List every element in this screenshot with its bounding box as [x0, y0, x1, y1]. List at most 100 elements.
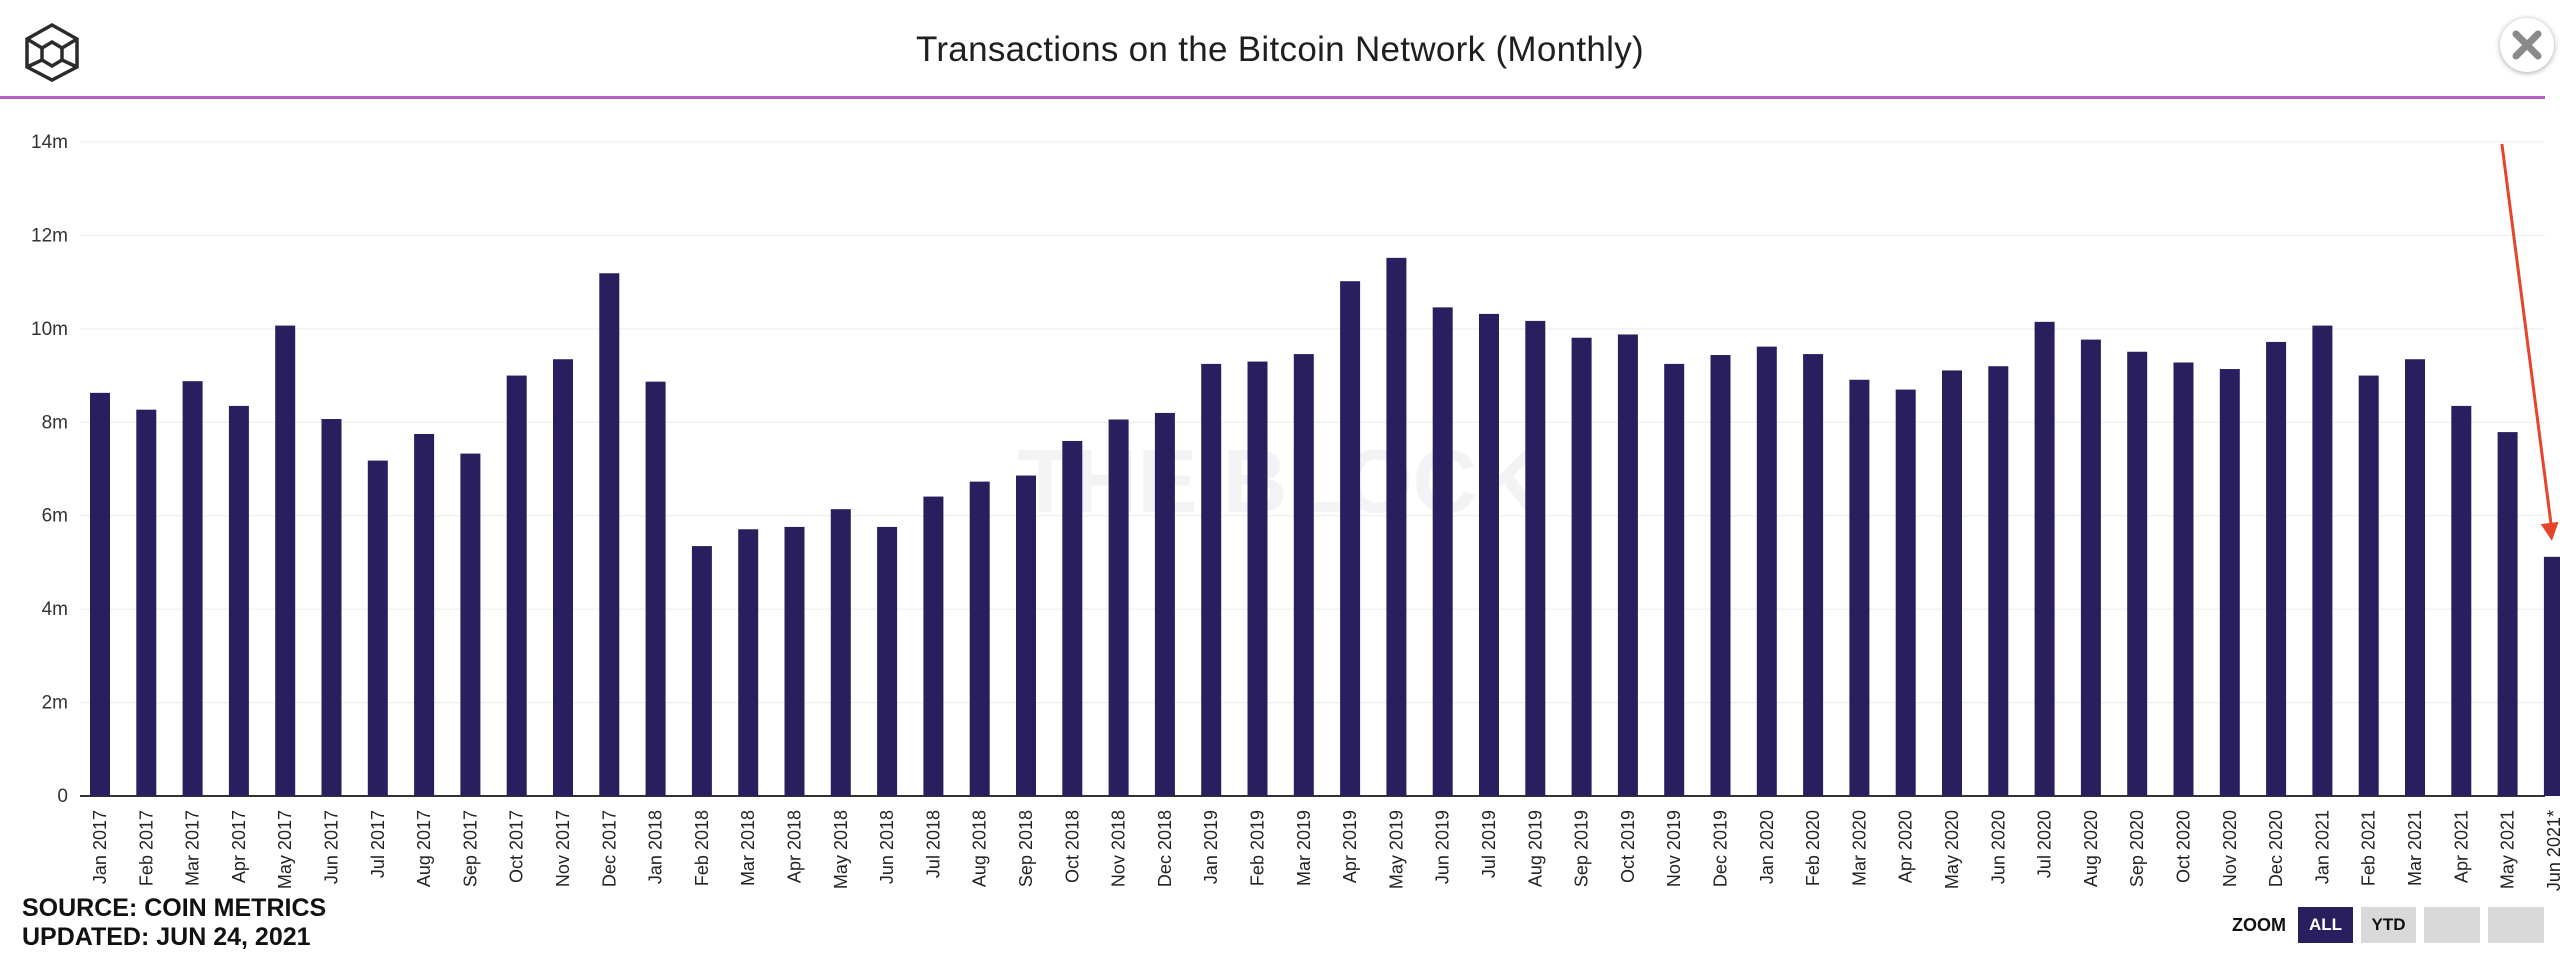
bar[interactable] [877, 526, 898, 796]
x-tick-label: Jan 2019 [1201, 810, 1221, 884]
bar[interactable] [553, 359, 573, 796]
x-tick-label: Dec 2020 [2266, 810, 2286, 887]
bar[interactable] [2543, 556, 2560, 796]
header-divider [0, 96, 2545, 99]
y-tick-label: 2m [42, 693, 68, 714]
bar[interactable] [1617, 334, 1638, 796]
chart-footer: SOURCE: COIN METRICS UPDATED: JUN 24, 20… [22, 894, 326, 952]
bar[interactable] [1525, 320, 1546, 796]
bar[interactable] [2312, 325, 2333, 796]
bar[interactable] [2358, 375, 2379, 796]
bar[interactable] [1479, 313, 1499, 796]
x-tick-label: Jul 2020 [2035, 810, 2055, 878]
x-tick-label: Apr 2018 [785, 810, 805, 883]
bar[interactable] [969, 481, 990, 796]
bar[interactable] [1201, 363, 1222, 796]
x-tick-label: Aug 2017 [414, 810, 434, 887]
bar[interactable] [1849, 379, 1870, 796]
bar[interactable] [1247, 361, 1268, 796]
x-tick-label: Jan 2021 [2312, 810, 2332, 884]
x-tick-label: Feb 2021 [2359, 810, 2379, 886]
zoom-label: ZOOM [2232, 914, 2286, 935]
bar[interactable] [1895, 389, 1916, 796]
bar[interactable] [2405, 359, 2425, 796]
bar[interactable] [414, 433, 435, 796]
bar[interactable] [1710, 355, 1731, 796]
bar[interactable] [2127, 351, 2148, 796]
bar[interactable] [1386, 257, 1407, 796]
zoom-range-button[interactable] [2488, 907, 2544, 943]
bar[interactable] [1432, 307, 1453, 796]
x-tick-label: May 2021 [2498, 810, 2518, 889]
bar[interactable] [1756, 346, 1777, 796]
bar[interactable] [136, 409, 157, 796]
bar[interactable] [2219, 369, 2240, 796]
x-tick-label: Jun 2020 [1988, 810, 2008, 884]
x-tick-label: Jun 2021* [2544, 810, 2560, 891]
x-tick-label: Sep 2019 [1572, 810, 1592, 887]
x-axis: Jan 2017 Feb 2017 Mar 2017 Apr 2017 May 2017… [90, 810, 2560, 891]
y-tick-label: 12m [31, 225, 68, 246]
annotation-arrowhead [2540, 521, 2559, 541]
close-button[interactable] [2500, 18, 2554, 72]
bar[interactable] [691, 546, 712, 796]
zoom-ytd-button[interactable]: YTD [2361, 907, 2416, 943]
y-tick-label: 8m [42, 412, 68, 433]
bar[interactable] [1108, 419, 1129, 796]
bar[interactable] [90, 392, 110, 796]
bar[interactable] [2034, 321, 2055, 796]
bar[interactable] [1803, 354, 1824, 796]
bar[interactable] [1571, 337, 1592, 796]
chart-header: Transactions on the Bitcoin Network (Mon… [0, 0, 2560, 98]
bar[interactable] [460, 453, 481, 796]
bar[interactable] [2080, 339, 2101, 796]
x-tick-label: Mar 2020 [1849, 810, 1869, 886]
x-tick-label: Feb 2019 [1248, 810, 1268, 886]
x-tick-label: Aug 2019 [1525, 810, 1545, 887]
bar[interactable] [228, 405, 249, 796]
bar[interactable] [923, 496, 944, 796]
bar[interactable] [1942, 370, 1962, 796]
zoom-all-button[interactable]: ALL [2298, 907, 2353, 943]
bar[interactable] [1154, 412, 1175, 796]
bar[interactable] [367, 460, 388, 796]
x-tick-label: Jul 2018 [923, 810, 943, 878]
zoom-range-button[interactable] [2424, 907, 2480, 943]
bar[interactable] [1340, 281, 1361, 796]
x-tick-label: Oct 2018 [1062, 810, 1082, 883]
bar[interactable] [784, 526, 805, 796]
x-tick-label: Nov 2020 [2220, 810, 2240, 887]
bar[interactable] [1988, 366, 2009, 796]
x-tick-label: Mar 2021 [2405, 810, 2425, 886]
bar[interactable] [1293, 354, 1314, 796]
x-tick-label: Jan 2020 [1757, 810, 1777, 884]
bar[interactable] [645, 381, 666, 796]
x-tick-label: Aug 2020 [2081, 810, 2101, 887]
source-text: SOURCE: COIN METRICS [22, 894, 327, 922]
x-tick-label: Feb 2020 [1803, 810, 1823, 886]
bar[interactable] [738, 529, 759, 796]
bar[interactable] [506, 375, 527, 796]
x-tick-label: Jun 2019 [1433, 810, 1453, 884]
bar[interactable] [275, 325, 296, 796]
bar[interactable] [2266, 341, 2287, 796]
bar[interactable] [599, 273, 620, 796]
bar[interactable] [321, 419, 342, 796]
bar[interactable] [830, 509, 851, 796]
x-tick-label: Nov 2018 [1109, 810, 1129, 887]
bar[interactable] [2451, 405, 2472, 796]
x-tick-label: Dec 2018 [1155, 810, 1175, 887]
bar[interactable] [2497, 432, 2518, 796]
x-tick-label: Oct 2019 [1618, 810, 1638, 883]
bar[interactable] [182, 381, 203, 796]
x-tick-label: Apr 2019 [1340, 810, 1360, 883]
zoom-controls: ZOOM ALL YTD [2232, 907, 2552, 943]
annotation-arrow [2500, 143, 2554, 532]
bar[interactable] [1664, 363, 1685, 796]
bar[interactable] [2173, 362, 2194, 796]
x-tick-label: Aug 2018 [970, 810, 990, 887]
y-tick-label: 0 [57, 786, 68, 807]
bar[interactable] [1016, 475, 1036, 796]
bar[interactable] [1062, 440, 1083, 796]
